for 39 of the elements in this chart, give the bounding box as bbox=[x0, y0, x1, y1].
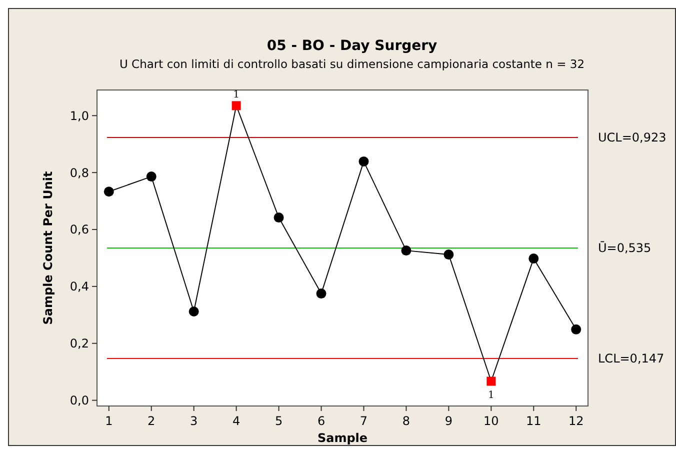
x-tick-label: 12 bbox=[568, 414, 584, 428]
point bbox=[358, 156, 369, 166]
y-tick-label: 0,0 bbox=[70, 394, 89, 408]
point bbox=[401, 246, 412, 256]
y-tick-label: 0,6 bbox=[70, 222, 89, 237]
x-tick-label: 11 bbox=[526, 414, 542, 428]
x-tick-label: 2 bbox=[148, 414, 156, 428]
point bbox=[146, 172, 156, 182]
x-tick-label: 1 bbox=[105, 414, 113, 428]
x-tick-label: 4 bbox=[232, 414, 240, 428]
y-axis-title: Sample Count Per Unit bbox=[41, 171, 55, 325]
point bbox=[188, 306, 199, 316]
point bbox=[528, 254, 539, 264]
ref-line-label: UCL=0,923 bbox=[598, 130, 666, 145]
x-tick-label: 6 bbox=[317, 414, 326, 428]
x-tick-label: 5 bbox=[274, 414, 283, 428]
point bbox=[444, 250, 454, 260]
x-tick-label: 3 bbox=[190, 414, 198, 428]
y-tick-label: 0,4 bbox=[70, 280, 89, 294]
point bbox=[232, 101, 241, 110]
ref-line-label: Ū=0,535 bbox=[598, 241, 652, 256]
point bbox=[571, 324, 582, 334]
point bbox=[486, 376, 496, 386]
point bbox=[104, 186, 114, 197]
chart-title: 05 - BO - Day Surgery bbox=[266, 38, 438, 54]
x-tick-label: 7 bbox=[360, 414, 368, 428]
annotation: 1 bbox=[488, 390, 494, 402]
x-axis-title: Sample bbox=[317, 431, 368, 445]
annotation: 1 bbox=[233, 90, 240, 101]
x-tick-label: 8 bbox=[402, 414, 410, 428]
y-tick-label: 0,2 bbox=[70, 336, 89, 351]
x-tick-label: 10 bbox=[484, 414, 499, 428]
chart-subtitle: U Chart con limiti di controllo basati su dimensione campionaria costante n = 32 bbox=[119, 57, 585, 71]
point bbox=[274, 212, 284, 223]
x-tick-label: 9 bbox=[444, 414, 453, 428]
y-tick-label: 0,8 bbox=[70, 166, 89, 180]
y-tick-label: 1,0 bbox=[70, 108, 89, 123]
point bbox=[316, 288, 326, 299]
ref-line-label: LCL=0,147 bbox=[598, 352, 664, 366]
